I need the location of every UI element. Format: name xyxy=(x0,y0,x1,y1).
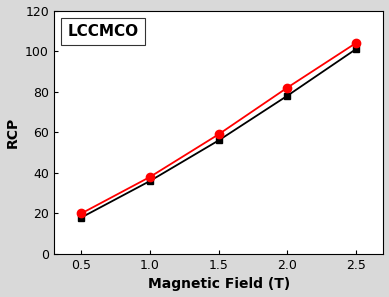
X-axis label: Magnetic Field (T): Magnetic Field (T) xyxy=(147,277,290,291)
Y-axis label: RCP: RCP xyxy=(5,117,19,148)
Legend: LCCMCO: LCCMCO xyxy=(61,18,145,45)
